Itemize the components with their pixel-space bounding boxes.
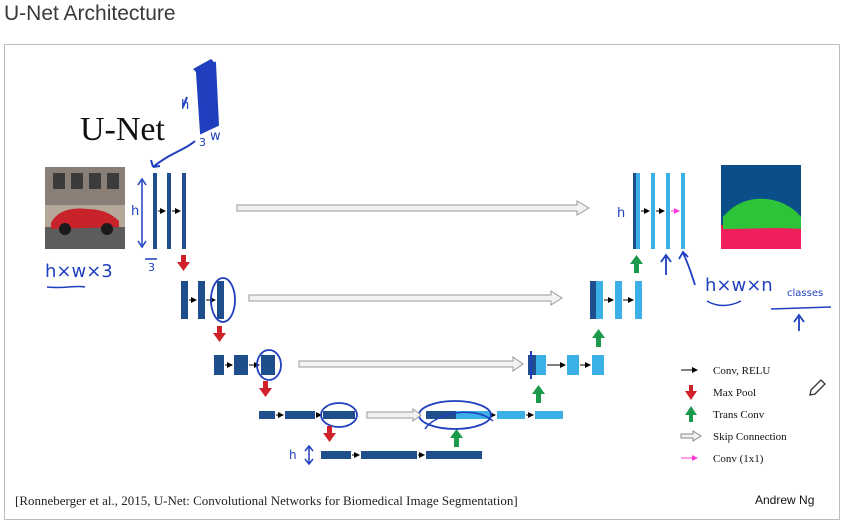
feature-map-block bbox=[635, 281, 642, 319]
feature-map-block bbox=[234, 355, 248, 375]
decoder-level-4 bbox=[418, 400, 563, 430]
skip-connection-4 bbox=[366, 408, 422, 422]
feature-map-block bbox=[592, 355, 604, 375]
feature-map-block bbox=[182, 173, 186, 249]
encoder-level-3 bbox=[214, 349, 282, 381]
feature-map-block bbox=[426, 451, 482, 459]
input-car-image bbox=[45, 167, 125, 249]
unet-diagram: U-Net h 3 w h bbox=[15, 59, 832, 508]
trans-conv-arrow bbox=[450, 429, 463, 447]
feature-map-block bbox=[681, 173, 685, 249]
annotation-h-right: h bbox=[617, 206, 625, 221]
legend-label: Max Pool bbox=[713, 387, 756, 399]
decoder-level-1: h bbox=[617, 173, 696, 286]
legend: Conv, RELU Max Pool Trans Conv Skip Conn… bbox=[680, 365, 787, 465]
legend-label: Conv, RELU bbox=[713, 365, 770, 377]
legend-label: Skip Connection bbox=[713, 431, 787, 443]
legend-item-conv-1x1: Conv (1x1) bbox=[681, 453, 764, 465]
slide-frame: U-Net h 3 w h bbox=[4, 44, 840, 520]
output-segmentation-image bbox=[721, 165, 801, 249]
encoder-level-1 bbox=[153, 173, 186, 249]
output-dimension-annotation: h×w×n classes bbox=[705, 275, 832, 331]
annotation-three-top: 3 bbox=[199, 136, 206, 149]
max-pool-arrow bbox=[177, 255, 190, 271]
encoder-level-4 bbox=[259, 402, 358, 428]
citation-text: [Ronneberger et al., 2015, U-Net: Convol… bbox=[15, 493, 518, 508]
feature-map-block bbox=[636, 173, 640, 249]
red-down-arrow-icon bbox=[685, 385, 697, 400]
hollow-arrow-icon bbox=[680, 430, 702, 442]
page-title: U-Net Architecture bbox=[4, 2, 176, 25]
annotation-w-top: w bbox=[210, 129, 221, 144]
input-dims-label: h×w×3 bbox=[45, 261, 113, 282]
feature-map-block bbox=[361, 451, 417, 459]
trans-conv-arrow bbox=[592, 329, 605, 347]
annotation-three-left: 3 bbox=[148, 261, 155, 274]
handdrawn-volume-icon: h 3 w bbox=[150, 59, 221, 168]
feature-map-block bbox=[596, 281, 603, 319]
feature-map-block bbox=[167, 173, 171, 249]
unet-heading: U-Net bbox=[80, 111, 166, 148]
feature-map-block bbox=[217, 281, 224, 319]
annotation-h-top: h bbox=[181, 98, 189, 113]
legend-item-conv-relu: Conv, RELU bbox=[681, 365, 770, 377]
skip-connection-2 bbox=[248, 290, 563, 306]
pen-tool-icon[interactable] bbox=[809, 379, 826, 396]
feature-map-block bbox=[535, 411, 563, 419]
feature-map-block bbox=[666, 173, 670, 249]
feature-map-block bbox=[285, 411, 315, 419]
feature-map-block bbox=[497, 411, 525, 419]
feature-map-block bbox=[214, 355, 224, 375]
bottleneck: h bbox=[289, 444, 482, 466]
feature-map-block bbox=[651, 173, 655, 249]
encoder-level-2 bbox=[181, 277, 236, 323]
green-up-arrow-icon bbox=[685, 406, 697, 422]
feature-map-block bbox=[633, 173, 636, 249]
annotation-h-left: h bbox=[131, 204, 139, 219]
output-classes-label: classes bbox=[787, 288, 823, 299]
legend-item-skip-connection: Skip Connection bbox=[680, 430, 787, 443]
feature-map-block bbox=[615, 281, 622, 319]
input-dimension-annotation: h 3 h×w×3 bbox=[45, 177, 157, 289]
decoder-level-2 bbox=[590, 281, 642, 319]
feature-map-block bbox=[456, 411, 490, 419]
feature-map-block bbox=[261, 355, 275, 375]
feature-map-block bbox=[323, 411, 355, 419]
feature-map-block bbox=[536, 355, 546, 375]
feature-map-block bbox=[198, 281, 205, 319]
output-dims-label: h×w×n bbox=[705, 275, 773, 296]
feature-map-block bbox=[426, 411, 456, 419]
feature-map-block bbox=[567, 355, 579, 375]
trans-conv-arrow bbox=[532, 385, 545, 403]
feature-map-block bbox=[181, 281, 188, 319]
legend-item-max-pool: Max Pool bbox=[685, 385, 756, 400]
author-name: Andrew Ng bbox=[755, 493, 814, 507]
max-pool-arrow bbox=[323, 426, 336, 442]
trans-conv-arrow bbox=[630, 255, 643, 273]
legend-label: Trans Conv bbox=[713, 409, 765, 421]
annotation-h-bottom: h bbox=[289, 448, 297, 462]
feature-map-block bbox=[259, 411, 275, 419]
feature-map-block bbox=[321, 451, 351, 459]
legend-label: Conv (1x1) bbox=[713, 453, 764, 465]
max-pool-arrow bbox=[213, 326, 226, 342]
decoder-level-3 bbox=[528, 351, 604, 379]
max-pool-arrow bbox=[259, 381, 272, 397]
feature-map-block bbox=[590, 281, 596, 319]
skip-connection-1 bbox=[236, 200, 590, 216]
legend-item-trans-conv: Trans Conv bbox=[685, 406, 765, 422]
feature-map-block bbox=[153, 173, 157, 249]
skip-connection-3 bbox=[298, 356, 524, 372]
